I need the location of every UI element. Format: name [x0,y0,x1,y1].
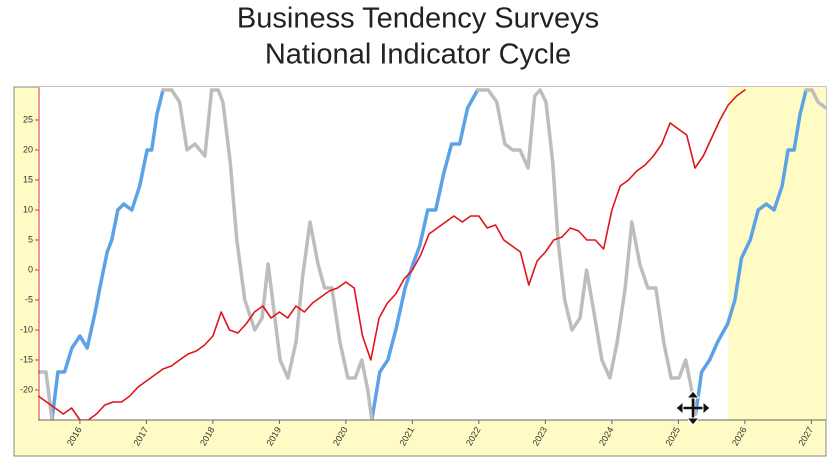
plot-area [38,87,826,420]
y-tick-label: 10 [23,204,33,214]
move-cursor [675,390,711,426]
chart-title: Business Tendency Surveys [237,3,599,35]
y-tick-label: -20 [20,384,33,394]
y-tick-label: 5 [28,234,33,244]
y-tick-label: -10 [20,324,33,334]
y-tick-label: 25 [23,114,33,124]
y-tick-label: 20 [23,144,33,154]
series-line [38,88,826,420]
plot [38,87,826,420]
y-tick-label: 15 [23,174,33,184]
chart-title: National Indicator Cycle [265,39,571,71]
series-line [38,89,746,420]
y-tick-label: -5 [25,294,33,304]
y-tick-label: -15 [20,354,33,364]
series-line [50,88,808,420]
y-tick-label: 0 [28,264,33,274]
